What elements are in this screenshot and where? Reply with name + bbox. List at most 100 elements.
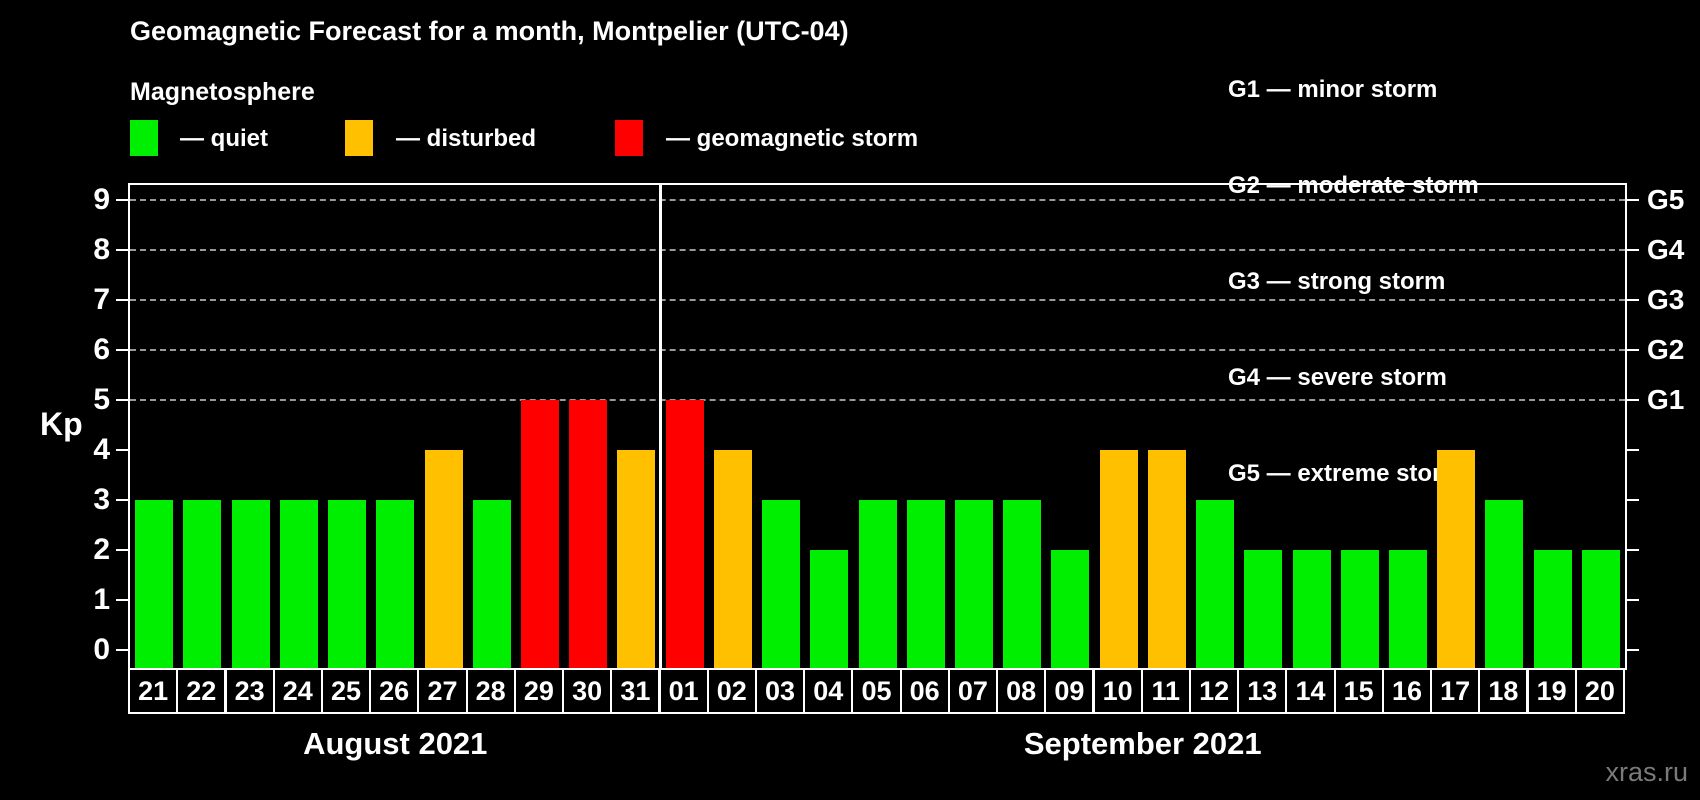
kp-bar (1389, 550, 1427, 668)
kp-bar (1147, 450, 1186, 668)
y-axis-tick (116, 549, 128, 551)
magnetosphere-legend-title: Magnetosphere (130, 78, 315, 106)
kp-bar (1533, 550, 1572, 668)
right-axis-tick (1627, 399, 1639, 401)
kp-bar (762, 500, 800, 668)
g-axis-label: G4 (1647, 234, 1685, 265)
y-tick-label: 9 (93, 183, 110, 216)
day-label: 31 (610, 668, 661, 714)
g1-legend-line: G1 — minor storm (1228, 76, 1438, 103)
day-label: 27 (417, 668, 468, 714)
y-tick-label: 3 (93, 483, 110, 516)
right-axis-tick (1627, 249, 1639, 251)
kp-bar (472, 500, 511, 668)
y-tick-label: 0 (93, 633, 110, 666)
kp-bar (424, 450, 463, 668)
kp-bar (1437, 450, 1476, 668)
y-axis-tick (116, 249, 128, 251)
y-tick-label: 6 (93, 333, 110, 366)
month-label: September 2021 (1023, 726, 1262, 761)
gridline (130, 349, 1625, 351)
day-label: 11 (1140, 668, 1191, 714)
right-axis-tick (1627, 499, 1639, 501)
right-axis-tick (1627, 549, 1639, 551)
plot-area (128, 183, 1627, 670)
g-axis-label: G2 (1647, 334, 1685, 365)
day-label: 08 (996, 668, 1047, 714)
disturbed-legend-label: — disturbed (396, 125, 537, 152)
y-axis-tick (116, 349, 128, 351)
storm-color-swatch (615, 120, 643, 156)
kp-bar (569, 400, 608, 668)
kp-bar (1485, 500, 1524, 668)
quiet-legend-label: — quiet (180, 125, 268, 152)
day-label: 24 (272, 668, 323, 714)
kp-bar (520, 400, 559, 668)
kp-bar (1099, 450, 1138, 668)
day-label: 23 (224, 668, 275, 714)
kp-bar (183, 500, 222, 668)
day-label: 01 (658, 668, 709, 714)
gridline (130, 299, 1625, 301)
kp-bar (1003, 500, 1042, 668)
quiet-color-swatch (130, 120, 158, 156)
y-axis-tick (116, 449, 128, 451)
y-axis-tick (116, 599, 128, 601)
right-axis-tick (1627, 299, 1639, 301)
day-label: 14 (1285, 668, 1336, 714)
g-axis-label: G5 (1647, 184, 1685, 215)
kp-bar (665, 400, 704, 668)
kp-bar (279, 500, 318, 668)
gridline (130, 399, 1625, 401)
day-label: 19 (1526, 668, 1577, 714)
g-axis-label: G1 (1647, 384, 1685, 415)
day-label: 20 (1574, 668, 1625, 714)
gridline (130, 199, 1625, 201)
kp-bar (906, 500, 945, 668)
kp-bar (376, 500, 415, 668)
y-axis-tick (116, 649, 128, 651)
right-axis-tick (1627, 199, 1639, 201)
day-label: 07 (947, 668, 998, 714)
watermark: xras.ru (1605, 757, 1688, 787)
kp-bar (810, 550, 849, 668)
right-axis-tick (1627, 449, 1639, 451)
right-axis-tick (1627, 349, 1639, 351)
day-label: 16 (1381, 668, 1433, 714)
g4-legend-line: G4 — severe storm (1228, 364, 1447, 391)
right-axis-tick (1627, 599, 1639, 601)
day-label: 25 (320, 668, 372, 714)
kp-bar (713, 450, 752, 668)
y-tick-label: 8 (93, 233, 110, 266)
y-axis-tick (116, 499, 128, 501)
kp-bar (1581, 550, 1620, 668)
kp-bar (858, 500, 897, 668)
day-label: 30 (562, 668, 613, 714)
day-label: 03 (754, 668, 806, 714)
kp-bar (1340, 550, 1379, 668)
day-label: 13 (1237, 668, 1288, 714)
month-label: August 2021 (303, 726, 488, 761)
y-tick-label: 1 (93, 583, 110, 616)
day-label: 29 (513, 668, 564, 714)
kp-bar (231, 500, 270, 668)
y-axis-title: Kp (40, 406, 83, 442)
day-label: 15 (1333, 668, 1384, 714)
gridline (130, 249, 1625, 251)
day-label: 12 (1189, 668, 1240, 714)
disturbed-color-swatch (345, 120, 373, 156)
day-label: 09 (1044, 668, 1095, 714)
kp-bar (617, 450, 656, 668)
g2-legend-line: G2 — moderate storm (1228, 172, 1479, 199)
kp-bar (1292, 550, 1331, 668)
kp-bar (1196, 500, 1235, 668)
day-label: 26 (369, 668, 420, 714)
kp-bar (135, 500, 174, 668)
kp-bar (1244, 550, 1283, 668)
day-label: 28 (465, 668, 516, 714)
y-tick-label: 2 (93, 533, 110, 566)
kp-bar (1051, 550, 1090, 668)
day-label: 10 (1092, 668, 1143, 714)
g-axis-label: G3 (1647, 284, 1685, 315)
month-divider-line (659, 185, 662, 668)
